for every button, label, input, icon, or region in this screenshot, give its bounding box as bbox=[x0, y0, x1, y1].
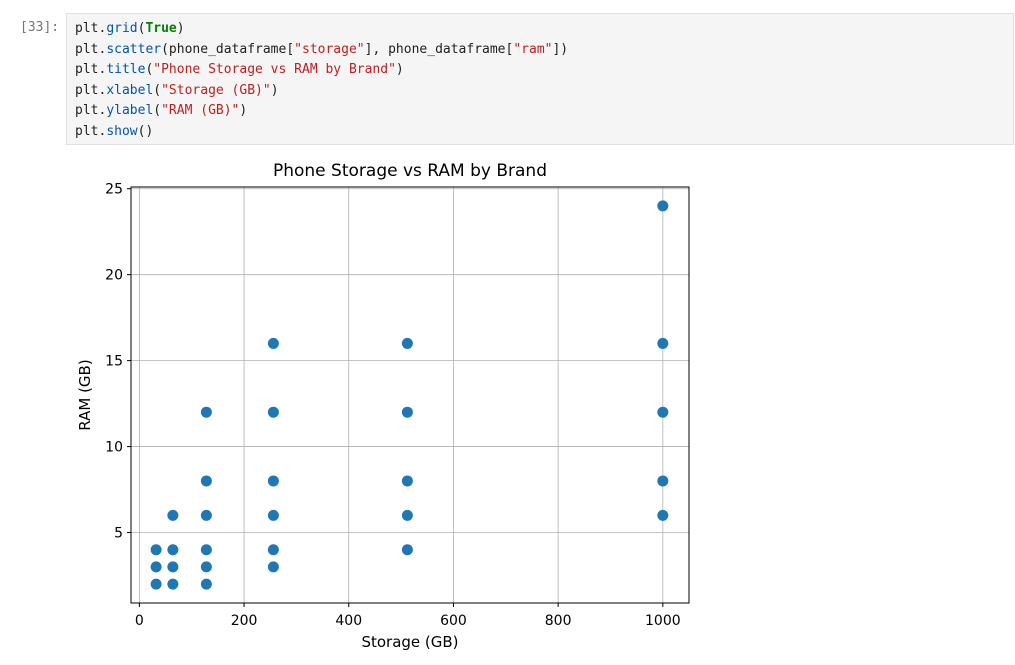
data-point bbox=[267, 544, 279, 556]
code-token: scatter bbox=[106, 41, 162, 57]
execution-count: [33]: bbox=[20, 20, 60, 35]
code-token: ]) bbox=[552, 41, 569, 57]
data-point bbox=[267, 561, 279, 573]
grid-lines bbox=[131, 187, 689, 603]
data-point bbox=[200, 509, 212, 521]
plot-frame bbox=[130, 186, 690, 604]
code-token: () bbox=[137, 123, 154, 139]
x-ticks: 0 200 400 600 800 1000 bbox=[135, 603, 681, 629]
data-point bbox=[167, 578, 179, 590]
data-point bbox=[657, 200, 669, 212]
data-point bbox=[200, 578, 212, 590]
code-token: ( bbox=[153, 82, 162, 98]
code-line: plt.ylabel("RAM (GB)") bbox=[75, 103, 247, 118]
code-editor[interactable]: plt.grid(True) plt.scatter(phone_datafra… bbox=[66, 13, 1014, 145]
code-token: "Storage (GB)" bbox=[161, 82, 271, 98]
code-token: plt. bbox=[75, 62, 107, 77]
code-token: title bbox=[106, 62, 146, 77]
data-point bbox=[267, 337, 279, 349]
code-token: ) bbox=[239, 103, 248, 118]
code-line: plt.show() bbox=[75, 124, 153, 139]
code-token: ) bbox=[395, 62, 404, 77]
y-tick-label: 5 bbox=[114, 526, 123, 542]
code-token: plt. bbox=[75, 21, 107, 36]
data-point bbox=[200, 475, 212, 487]
y-axis-label: RAM (GB) bbox=[76, 359, 94, 430]
data-point bbox=[401, 509, 413, 521]
data-point bbox=[401, 406, 413, 418]
code-token: "RAM (GB)" bbox=[161, 103, 240, 118]
code-token: xlabel bbox=[106, 82, 154, 98]
data-points bbox=[150, 200, 669, 590]
x-tick-label: 200 bbox=[231, 613, 258, 629]
code-token: "storage" bbox=[294, 41, 365, 57]
code-token: "ram" bbox=[513, 41, 553, 57]
x-axis-label: Storage (GB) bbox=[361, 633, 458, 651]
x-tick-label: 400 bbox=[335, 613, 362, 629]
y-tick-label: 20 bbox=[105, 268, 123, 284]
code-token: ) bbox=[176, 21, 185, 36]
x-tick-label: 600 bbox=[440, 613, 467, 629]
data-point bbox=[657, 509, 669, 521]
code-token: show bbox=[106, 123, 138, 139]
code-line: plt.scatter(phone_dataframe["storage"], … bbox=[75, 42, 568, 57]
code-token: ) bbox=[270, 82, 279, 98]
code-token: ], phone_dataframe[ bbox=[364, 41, 514, 57]
y-tick-label: 15 bbox=[105, 354, 123, 370]
cell-output: 0 200 400 600 800 1000 5 10 15 20 25 Phone Storag… bbox=[66, 150, 766, 661]
data-point bbox=[167, 544, 179, 556]
y-tick-label: 25 bbox=[105, 182, 123, 198]
data-point bbox=[267, 475, 279, 487]
x-tick-label: 800 bbox=[545, 613, 572, 629]
scatter-chart: 0 200 400 600 800 1000 5 10 15 20 25 Phone Storag… bbox=[76, 161, 690, 651]
code-token: (phone_dataframe[ bbox=[161, 41, 295, 57]
code-token: ( bbox=[137, 21, 146, 36]
code-line: plt.xlabel("Storage (GB)") bbox=[75, 83, 279, 98]
code-line: plt.grid(True) bbox=[75, 21, 185, 36]
data-point bbox=[150, 561, 162, 573]
data-point bbox=[200, 544, 212, 556]
code-token: plt. bbox=[75, 103, 107, 118]
data-point bbox=[657, 337, 669, 349]
code-token: grid bbox=[106, 21, 138, 36]
data-point bbox=[401, 337, 413, 349]
data-point bbox=[167, 509, 179, 521]
code-token: ( bbox=[145, 62, 154, 77]
x-tick-label: 1000 bbox=[645, 613, 681, 629]
code-token: plt. bbox=[75, 123, 107, 139]
data-point bbox=[267, 509, 279, 521]
data-point bbox=[401, 544, 413, 556]
data-point bbox=[200, 561, 212, 573]
y-ticks: 5 10 15 20 25 bbox=[105, 182, 131, 542]
x-tick-label: 0 bbox=[135, 613, 144, 629]
chart-title: Phone Storage vs RAM by Brand bbox=[273, 161, 547, 181]
code-token: True bbox=[145, 21, 177, 36]
y-tick-label: 10 bbox=[105, 440, 123, 456]
data-point bbox=[401, 475, 413, 487]
data-point bbox=[267, 406, 279, 418]
data-point bbox=[150, 578, 162, 590]
code-token: ylabel bbox=[106, 103, 154, 118]
data-point bbox=[200, 406, 212, 418]
code-token: plt. bbox=[75, 41, 107, 57]
data-point bbox=[657, 475, 669, 487]
data-point bbox=[167, 561, 179, 573]
code-token: "Phone Storage vs RAM by Brand" bbox=[153, 62, 396, 77]
code-token: plt. bbox=[75, 82, 107, 98]
code-line: plt.title("Phone Storage vs RAM by Brand… bbox=[75, 62, 404, 77]
code-text[interactable]: plt.grid(True) plt.scatter(phone_datafra… bbox=[67, 14, 1013, 142]
code-token: ( bbox=[153, 103, 162, 118]
data-point bbox=[150, 544, 162, 556]
plot-area bbox=[131, 187, 689, 603]
data-point bbox=[657, 406, 669, 418]
